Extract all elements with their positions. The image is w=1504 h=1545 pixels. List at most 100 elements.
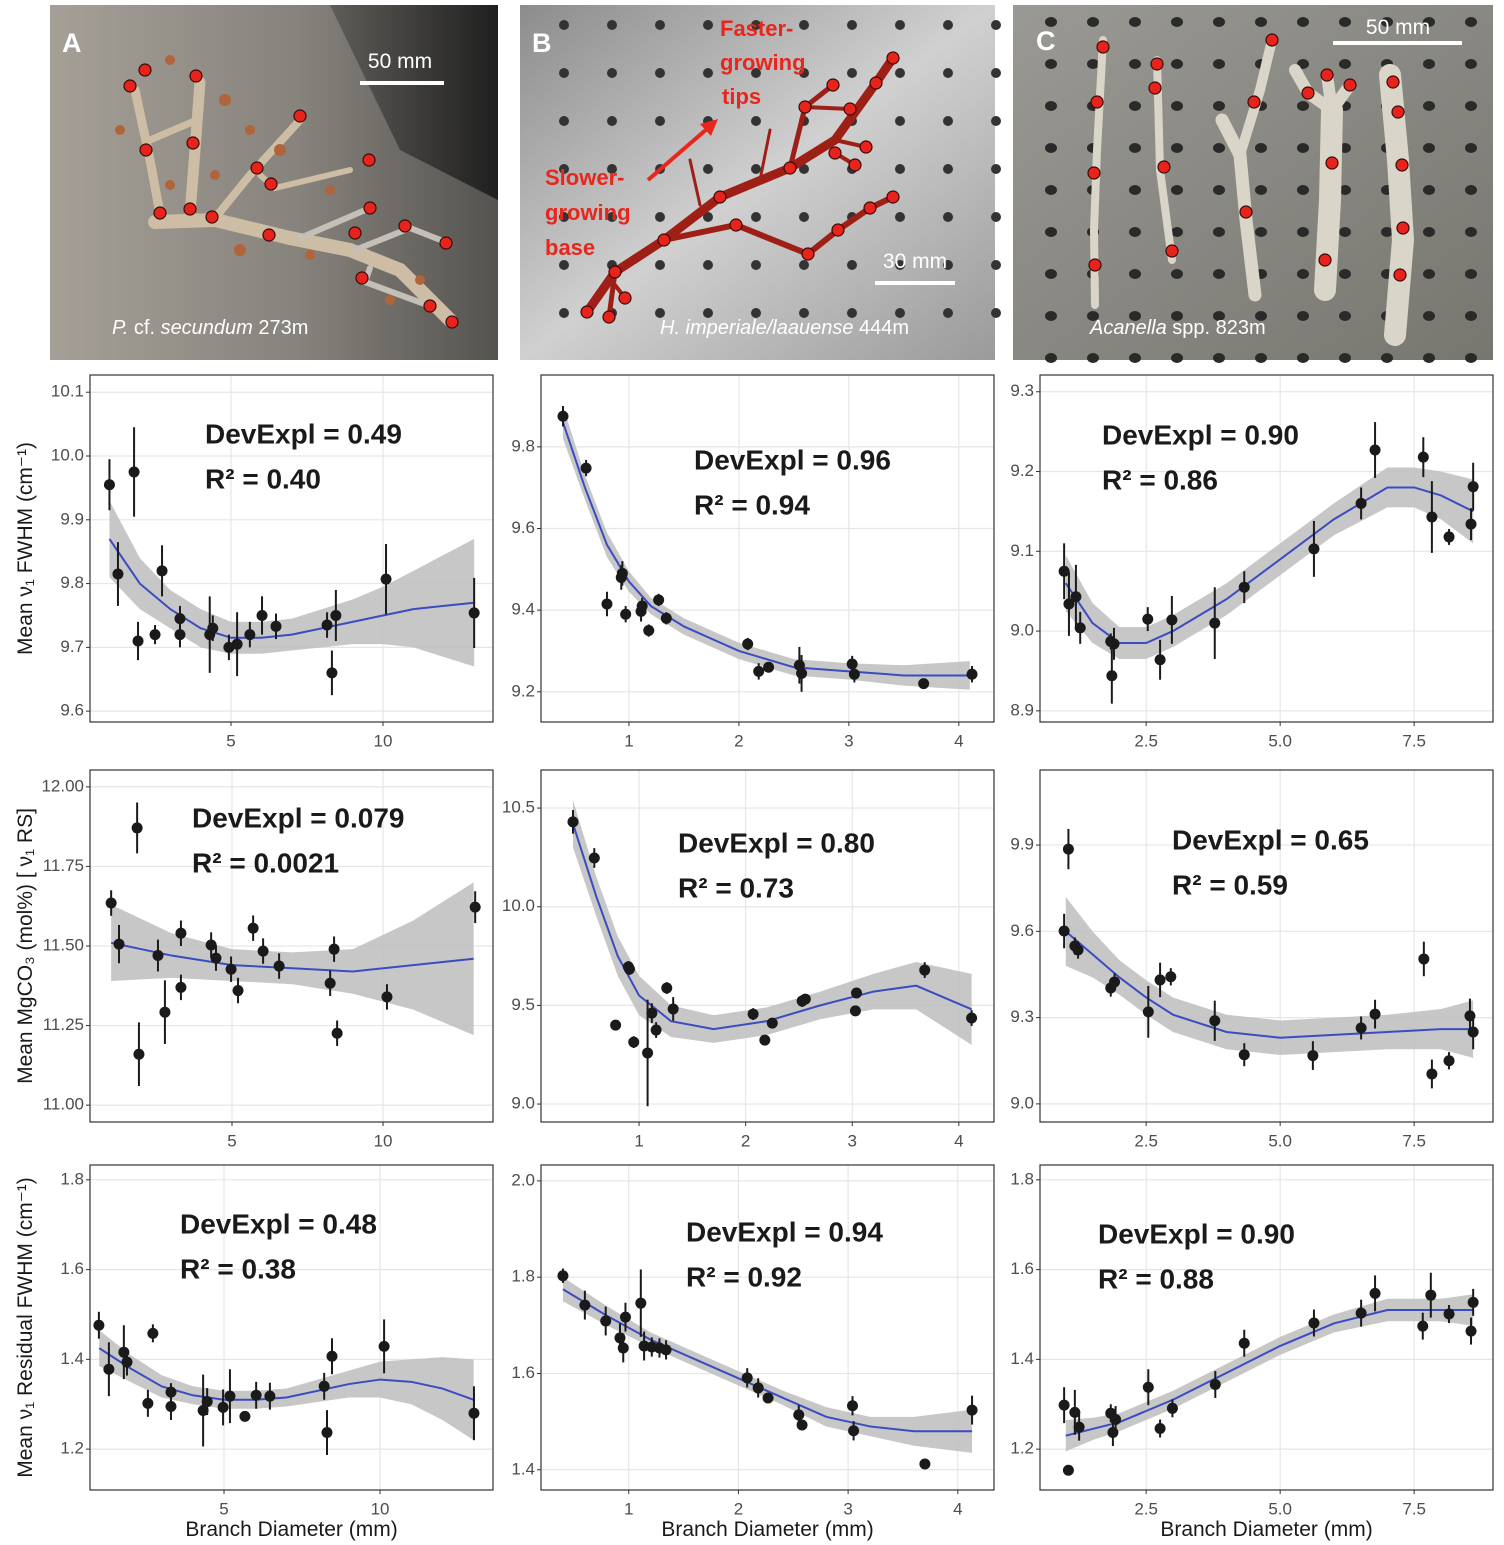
annotation: R² = 0.38 <box>180 1253 296 1284</box>
sample-dot <box>1150 57 1164 71</box>
hole <box>1465 143 1477 153</box>
x-axis-label: Branch Diameter (mm) <box>185 1518 397 1541</box>
hole <box>1045 143 1057 153</box>
point <box>1074 622 1086 634</box>
annotation: R² = 0.86 <box>1102 464 1218 495</box>
point <box>660 1344 672 1356</box>
hole <box>559 308 569 318</box>
hole <box>1129 269 1141 279</box>
point <box>919 1458 931 1470</box>
caption-part: spp. 823m <box>1167 317 1266 339</box>
point <box>121 1356 133 1368</box>
x-tick-label: 5.0 <box>1268 1499 1292 1518</box>
hole <box>1171 353 1183 363</box>
photo-background <box>1013 5 1493 360</box>
hole <box>1087 311 1099 321</box>
y-tick-label: 1.4 <box>1010 1349 1034 1368</box>
point <box>1154 654 1166 666</box>
point <box>225 963 237 975</box>
point <box>1418 953 1430 965</box>
sample-dot <box>423 299 437 313</box>
point <box>381 991 393 1003</box>
sample-dot <box>1239 205 1253 219</box>
point <box>207 622 219 634</box>
hole <box>1423 353 1435 363</box>
hole <box>607 212 617 222</box>
caption-part: Acanella <box>1089 317 1167 339</box>
hole <box>751 68 761 78</box>
point <box>661 982 673 994</box>
panel-label: A <box>62 28 82 58</box>
x-tick-label: 5 <box>226 731 235 750</box>
point <box>328 943 340 955</box>
hole <box>1213 143 1225 153</box>
y-tick-label: 9.4 <box>511 600 535 619</box>
hole <box>1465 185 1477 195</box>
hole <box>751 116 761 126</box>
x-tick-label: 4 <box>954 731 963 750</box>
hole <box>655 116 665 126</box>
point <box>667 1003 679 1015</box>
hole <box>895 260 905 270</box>
sample-dot <box>363 201 377 215</box>
y-tick-label: 9.8 <box>60 573 84 592</box>
sample-dot <box>1386 75 1400 89</box>
annotation: DevExpl = 0.49 <box>205 418 402 449</box>
plot-panel <box>90 375 493 722</box>
x-axis-label: Branch Diameter (mm) <box>661 1518 873 1541</box>
hole <box>1297 59 1309 69</box>
coral-polyps <box>115 55 425 305</box>
hole <box>1255 143 1267 153</box>
hole <box>1297 227 1309 237</box>
hole <box>1339 311 1351 321</box>
annotation: DevExpl = 0.48 <box>180 1208 377 1239</box>
hole <box>655 308 665 318</box>
sample-dot <box>608 265 622 279</box>
point <box>766 1017 778 1029</box>
fit-line <box>110 941 474 973</box>
point <box>175 927 187 939</box>
hole <box>703 68 713 78</box>
point <box>321 1427 333 1439</box>
y-tick-label: 1.6 <box>1010 1259 1034 1278</box>
hole <box>847 68 857 78</box>
point <box>650 1024 662 1036</box>
y-tick-label: 9.9 <box>1010 835 1034 854</box>
hole <box>1045 311 1057 321</box>
point <box>256 609 268 621</box>
hole <box>1213 353 1225 363</box>
point <box>378 1340 390 1352</box>
annotation: DevExpl = 0.079 <box>192 802 404 833</box>
y-tick-label: 1.6 <box>60 1259 84 1278</box>
y-axis-label: Mean MgCO₃ (mol%) [ ν₁ RS] <box>14 808 37 1084</box>
point <box>175 981 187 993</box>
point <box>239 1410 251 1422</box>
sample-dot <box>863 201 877 215</box>
point <box>1106 670 1118 682</box>
annotation: DevExpl = 0.90 <box>1102 419 1299 450</box>
point <box>848 1425 860 1437</box>
point <box>103 1363 115 1375</box>
y-tick-label: 2.0 <box>511 1170 535 1189</box>
sample-dot <box>1148 81 1162 95</box>
caption-part: 273m <box>253 317 309 339</box>
point <box>1058 1399 1070 1411</box>
y-tick-label: 10.0 <box>51 445 84 464</box>
hole <box>1297 143 1309 153</box>
sample-dots <box>123 33 1410 329</box>
hole <box>703 308 713 318</box>
x-tick-label: 2.5 <box>1134 1499 1158 1518</box>
point <box>205 939 217 951</box>
point <box>380 573 392 585</box>
photo-c: 50 mm C Acanella spp. 823m <box>1013 5 1493 363</box>
sample-dot <box>264 177 278 191</box>
sample-dot <box>713 190 727 204</box>
sample-dot <box>205 210 219 224</box>
sample-dot <box>348 226 362 240</box>
hole <box>1045 269 1057 279</box>
x-tick-label: 5 <box>227 1131 236 1150</box>
sample-dot <box>1165 244 1179 258</box>
point <box>244 629 256 641</box>
hole <box>1465 311 1477 321</box>
hole <box>1465 353 1477 363</box>
